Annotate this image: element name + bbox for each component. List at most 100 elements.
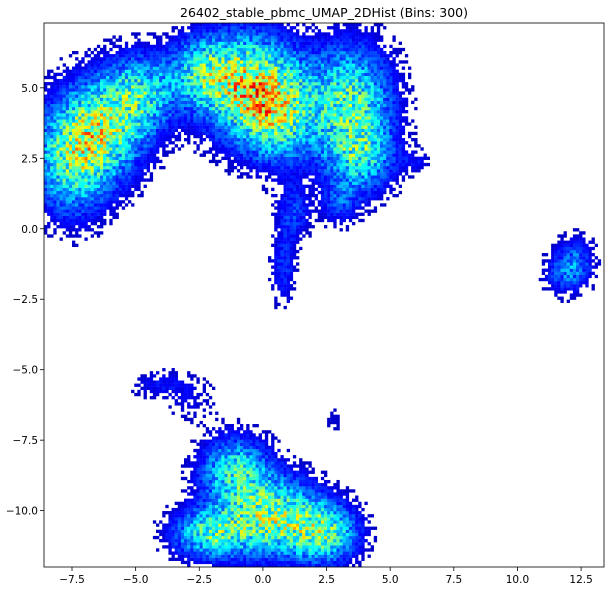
- heatmap-cell: [202, 483, 206, 487]
- heatmap-cell: [208, 128, 213, 132]
- heatmap-cell: [218, 542, 222, 546]
- heatmap-cell: [62, 225, 66, 229]
- heatmap-cell: [47, 200, 51, 204]
- heatmap-cell: [218, 507, 222, 512]
- heatmap-cell: [205, 63, 210, 67]
- heatmap-cell: [65, 190, 70, 195]
- heatmap-cell: [140, 147, 144, 151]
- heatmap-cell: [268, 29, 272, 33]
- heatmap-cell: [75, 234, 79, 238]
- heatmap-cell: [109, 162, 113, 167]
- heatmap-cell: [68, 169, 73, 173]
- heatmap-cell: [146, 150, 150, 154]
- heatmap-cell: [84, 169, 88, 173]
- heatmap-cell: [53, 228, 57, 232]
- heatmap-cell: [233, 501, 238, 506]
- heatmap-cell: [268, 94, 272, 98]
- heatmap-cell: [212, 476, 216, 481]
- heatmap-cell: [230, 119, 234, 123]
- heatmap-cell: [243, 489, 247, 493]
- heatmap-cell: [190, 131, 194, 136]
- heatmap-cell: [271, 532, 275, 537]
- heatmap-cell: [149, 175, 154, 179]
- heatmap-cell: [137, 134, 141, 139]
- heatmap-cell: [168, 377, 172, 381]
- heatmap-cell: [264, 97, 269, 101]
- heatmap-cell: [271, 560, 275, 565]
- heatmap-cell: [93, 116, 98, 120]
- heatmap-cell: [243, 557, 247, 561]
- heatmap-cell: [255, 479, 259, 484]
- heatmap-cell: [100, 231, 104, 235]
- heatmap-cell: [252, 436, 256, 440]
- heatmap-cell: [212, 495, 216, 499]
- heatmap-cell: [233, 526, 238, 530]
- heatmap-cell: [261, 125, 266, 129]
- heatmap-cell: [65, 122, 70, 126]
- heatmap-cell: [227, 23, 231, 27]
- heatmap-cell: [218, 72, 222, 77]
- heatmap-cell: [190, 35, 194, 39]
- heatmap-cell: [118, 193, 122, 198]
- heatmap-cell: [174, 110, 178, 114]
- heatmap-cell: [44, 119, 48, 123]
- heatmap-cell: [227, 554, 231, 558]
- heatmap-cell: [193, 32, 197, 36]
- heatmap-cell: [230, 492, 234, 496]
- heatmap-cell: [112, 128, 116, 132]
- heatmap-cell: [190, 38, 194, 42]
- heatmap-cell: [56, 197, 60, 201]
- heatmap-cell: [177, 29, 182, 33]
- heatmap-cell: [112, 103, 116, 108]
- heatmap-cell: [236, 448, 241, 453]
- heatmap-cell: [249, 156, 253, 160]
- heatmap-cell: [47, 209, 51, 213]
- heatmap-cell: [109, 141, 113, 145]
- heatmap-cell: [171, 551, 175, 555]
- heatmap-cell: [156, 94, 160, 98]
- heatmap-cell: [240, 94, 244, 98]
- heatmap-cell: [75, 91, 79, 95]
- heatmap-cell: [240, 110, 244, 114]
- heatmap-cell: [243, 116, 247, 120]
- heatmap-cell: [84, 106, 88, 111]
- heatmap-cell: [221, 532, 225, 537]
- heatmap-cell: [230, 529, 234, 534]
- heatmap-cell: [261, 72, 266, 77]
- heatmap-cell: [218, 526, 222, 530]
- heatmap-cell: [218, 520, 222, 524]
- heatmap-cell: [243, 144, 247, 148]
- heatmap-cell: [205, 551, 210, 555]
- heatmap-cell: [165, 82, 169, 86]
- heatmap-cell: [174, 526, 178, 530]
- heatmap-cell: [193, 374, 197, 378]
- heatmap-cell: [187, 106, 191, 111]
- heatmap-cell: [115, 190, 119, 195]
- heatmap-cell: [149, 134, 154, 139]
- heatmap-cell: [233, 72, 238, 77]
- heatmap-cell: [199, 489, 203, 493]
- heatmap-cell: [258, 38, 262, 42]
- heatmap-cell: [118, 85, 122, 89]
- heatmap-cell: [246, 526, 250, 530]
- heatmap-cell: [193, 483, 197, 487]
- heatmap-cell: [249, 448, 253, 453]
- heatmap-cell: [184, 54, 188, 58]
- heatmap-cell: [187, 455, 191, 459]
- heatmap-cell: [152, 141, 157, 145]
- heatmap-cell: [196, 35, 200, 39]
- heatmap-cell: [184, 41, 188, 45]
- heatmap-cell: [255, 26, 259, 30]
- heatmap-cell: [159, 532, 163, 537]
- heatmap-cell: [90, 153, 94, 157]
- heatmap-cell: [103, 119, 107, 123]
- heatmap-cell: [246, 501, 250, 506]
- heatmap-cell: [202, 119, 206, 123]
- heatmap-cell: [72, 193, 76, 198]
- heatmap-cell: [112, 97, 116, 101]
- heatmap-cell: [268, 529, 272, 534]
- heatmap-cell: [236, 113, 241, 117]
- heatmap-cell: [196, 78, 200, 83]
- heatmap-cell: [100, 221, 104, 226]
- heatmap-cell: [202, 47, 206, 52]
